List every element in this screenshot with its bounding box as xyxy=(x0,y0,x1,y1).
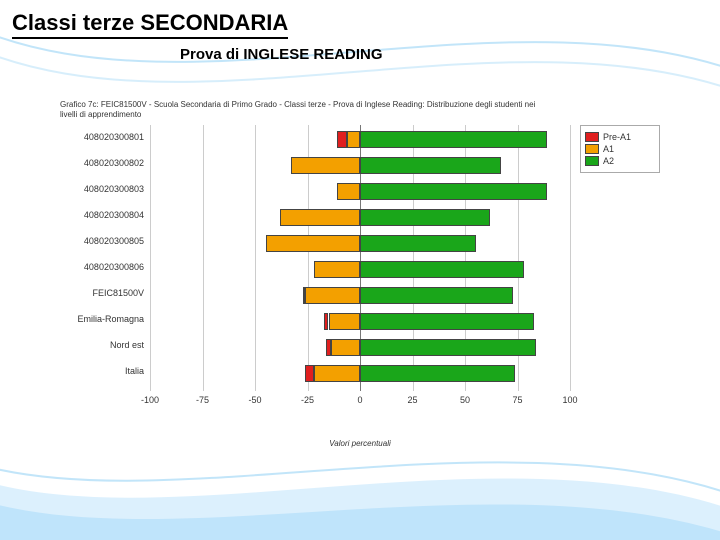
chart-y-label: FEIC81500V xyxy=(92,288,144,298)
chart-bar-seg-prea1 xyxy=(324,313,328,330)
chart-bar-seg-a2 xyxy=(360,183,547,200)
chart-container: Grafico 7c: FEIC81500V - Scuola Secondar… xyxy=(60,100,670,480)
chart-x-tick: -75 xyxy=(196,395,209,405)
chart-y-label: Emilia-Romagna xyxy=(77,314,144,324)
chart-x-tick: -25 xyxy=(301,395,314,405)
chart-bar-seg-a2 xyxy=(360,209,490,226)
chart-plot-wrap: -100 -75 -50 -25 0 25 50 75 100 408020300801 40802… xyxy=(60,125,670,435)
chart-x-tick: 100 xyxy=(562,395,577,405)
chart-bar-seg-a2 xyxy=(360,339,536,356)
chart-bar-row: Italia xyxy=(150,365,570,382)
chart-bar-row: Emilia-Romagna xyxy=(150,313,570,330)
chart-bar-seg-a1 xyxy=(291,157,360,174)
legend-label: A2 xyxy=(603,156,614,166)
chart-bar-seg-a2 xyxy=(360,287,513,304)
chart-bar-row: 408020300804 xyxy=(150,209,570,226)
chart-bar-seg-prea1 xyxy=(303,287,305,304)
chart-y-label: 408020300804 xyxy=(84,210,144,220)
chart-y-label: Italia xyxy=(125,366,144,376)
chart-bar-seg-a1 xyxy=(329,313,361,330)
chart-bar-seg-a1 xyxy=(305,287,360,304)
chart-bar-seg-prea1 xyxy=(326,339,330,356)
chart-bar-seg-a2 xyxy=(360,157,501,174)
chart-x-tick: 25 xyxy=(407,395,417,405)
chart-bar-seg-a1 xyxy=(331,339,360,356)
chart-bar-seg-a2 xyxy=(360,235,476,252)
chart-gridline xyxy=(570,125,571,391)
chart-plot: -100-75-50-25025507510040802030080140802… xyxy=(150,125,570,415)
legend-label: Pre-A1 xyxy=(603,132,631,142)
page-subtitle: Prova di INGLESE READING xyxy=(180,46,383,63)
chart-y-label: Nord est xyxy=(110,340,144,350)
chart-y-label: 408020300805 xyxy=(84,236,144,246)
chart-bar-seg-a1 xyxy=(280,209,360,226)
chart-x-tick: 0 xyxy=(357,395,362,405)
chart-bar-row: Nord est xyxy=(150,339,570,356)
chart-bar-seg-prea1 xyxy=(305,365,313,382)
chart-bar-seg-a2 xyxy=(360,365,515,382)
chart-y-label: 408020300803 xyxy=(84,184,144,194)
chart-x-tick: 50 xyxy=(460,395,470,405)
chart-legend: Pre-A1 A1 A2 xyxy=(580,125,660,173)
chart-x-tick: 75 xyxy=(512,395,522,405)
chart-bar-row: 408020300803 xyxy=(150,183,570,200)
chart-x-tick: -100 xyxy=(141,395,159,405)
chart-bar-seg-a1 xyxy=(314,365,360,382)
chart-y-label: 408020300806 xyxy=(84,262,144,272)
legend-swatch xyxy=(585,144,599,154)
chart-caption: Grafico 7c: FEIC81500V - Scuola Secondar… xyxy=(60,100,540,119)
chart-bar-seg-a1 xyxy=(314,261,360,278)
chart-bar-row: 408020300802 xyxy=(150,157,570,174)
chart-bar-seg-a2 xyxy=(360,261,524,278)
chart-bar-row: 408020300806 xyxy=(150,261,570,278)
chart-bar-seg-a1 xyxy=(347,131,360,148)
chart-bar-seg-a2 xyxy=(360,131,547,148)
legend-label: A1 xyxy=(603,144,614,154)
page-title: Classi terze SECONDARIA xyxy=(12,10,288,39)
chart-y-label: 408020300802 xyxy=(84,158,144,168)
legend-swatch xyxy=(585,132,599,142)
chart-x-tick: -50 xyxy=(248,395,261,405)
chart-bar-seg-a1 xyxy=(337,183,360,200)
legend-item: A1 xyxy=(585,144,655,154)
legend-item: Pre-A1 xyxy=(585,132,655,142)
chart-bar-row: 408020300805 xyxy=(150,235,570,252)
chart-bar-row: FEIC81500V xyxy=(150,287,570,304)
chart-x-axis-title: Valori percentuali xyxy=(150,439,570,448)
chart-y-label: 408020300801 xyxy=(84,132,144,142)
chart-bar-seg-a1 xyxy=(266,235,361,252)
legend-item: A2 xyxy=(585,156,655,166)
chart-bar-row: 408020300801 xyxy=(150,131,570,148)
legend-swatch xyxy=(585,156,599,166)
chart-bar-seg-a2 xyxy=(360,313,534,330)
chart-bar-seg-prea1 xyxy=(337,131,348,148)
